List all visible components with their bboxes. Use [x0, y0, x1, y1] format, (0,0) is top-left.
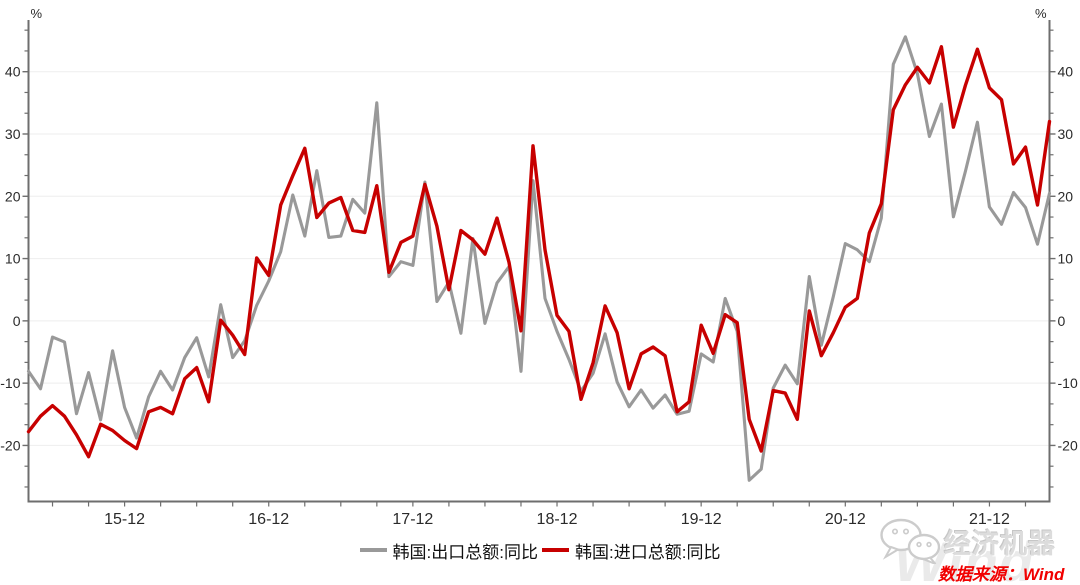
data-source-label: 数据来源：Wind: [938, 565, 1065, 584]
y-axis-label-right: 30: [1058, 126, 1074, 142]
x-axis-label: 16-12: [248, 511, 289, 528]
y-axis-label-right: -20: [1058, 437, 1078, 453]
x-axis-label: 19-12: [681, 511, 722, 528]
y-axis-label-left: 40: [5, 64, 21, 80]
percent-label-right: %: [1035, 6, 1047, 21]
y-axis-label-left: 10: [5, 251, 21, 267]
import-line: [26, 45, 1052, 459]
x-axis-label: 18-12: [537, 511, 578, 528]
y-axis-label-right: -10: [1058, 375, 1078, 391]
y-axis-label-right: 0: [1058, 313, 1066, 329]
legend: 韩国:出口总额:同比 韩国:进口总额:同比: [0, 537, 1080, 563]
legend-label-exports: 韩国:出口总额:同比: [392, 542, 538, 562]
exports-line-swatch: [359, 548, 387, 552]
export-line: [26, 35, 1052, 482]
y-axis-label-left: -10: [0, 375, 20, 391]
y-axis-label-right: 10: [1058, 251, 1074, 267]
y-axis-label-left: 0: [13, 313, 21, 329]
imports-line-swatch: [542, 548, 569, 552]
y-axis-label-left: 30: [5, 126, 21, 142]
y-axis-label-left: -20: [0, 437, 20, 453]
y-axis-label-right: 40: [1058, 64, 1074, 80]
brand-logo: 经济机器: [878, 518, 1056, 564]
x-axis-label: 15-12: [104, 511, 145, 528]
legend-item-imports: 韩国:进口总额:同比: [542, 538, 720, 563]
x-axis-label: 20-12: [825, 511, 866, 528]
y-axis-label-right: 20: [1058, 188, 1074, 204]
y-axis-label-left: 20: [5, 188, 21, 204]
percent-label-left: %: [31, 6, 43, 21]
legend-item-exports: 韩国:出口总额:同比: [359, 538, 538, 563]
brand-name: 经济机器: [944, 528, 1056, 559]
x-axis-label: 17-12: [392, 511, 433, 528]
wechat-icon: [880, 518, 941, 564]
legend-label-imports: 韩国:进口总额:同比: [575, 542, 721, 562]
